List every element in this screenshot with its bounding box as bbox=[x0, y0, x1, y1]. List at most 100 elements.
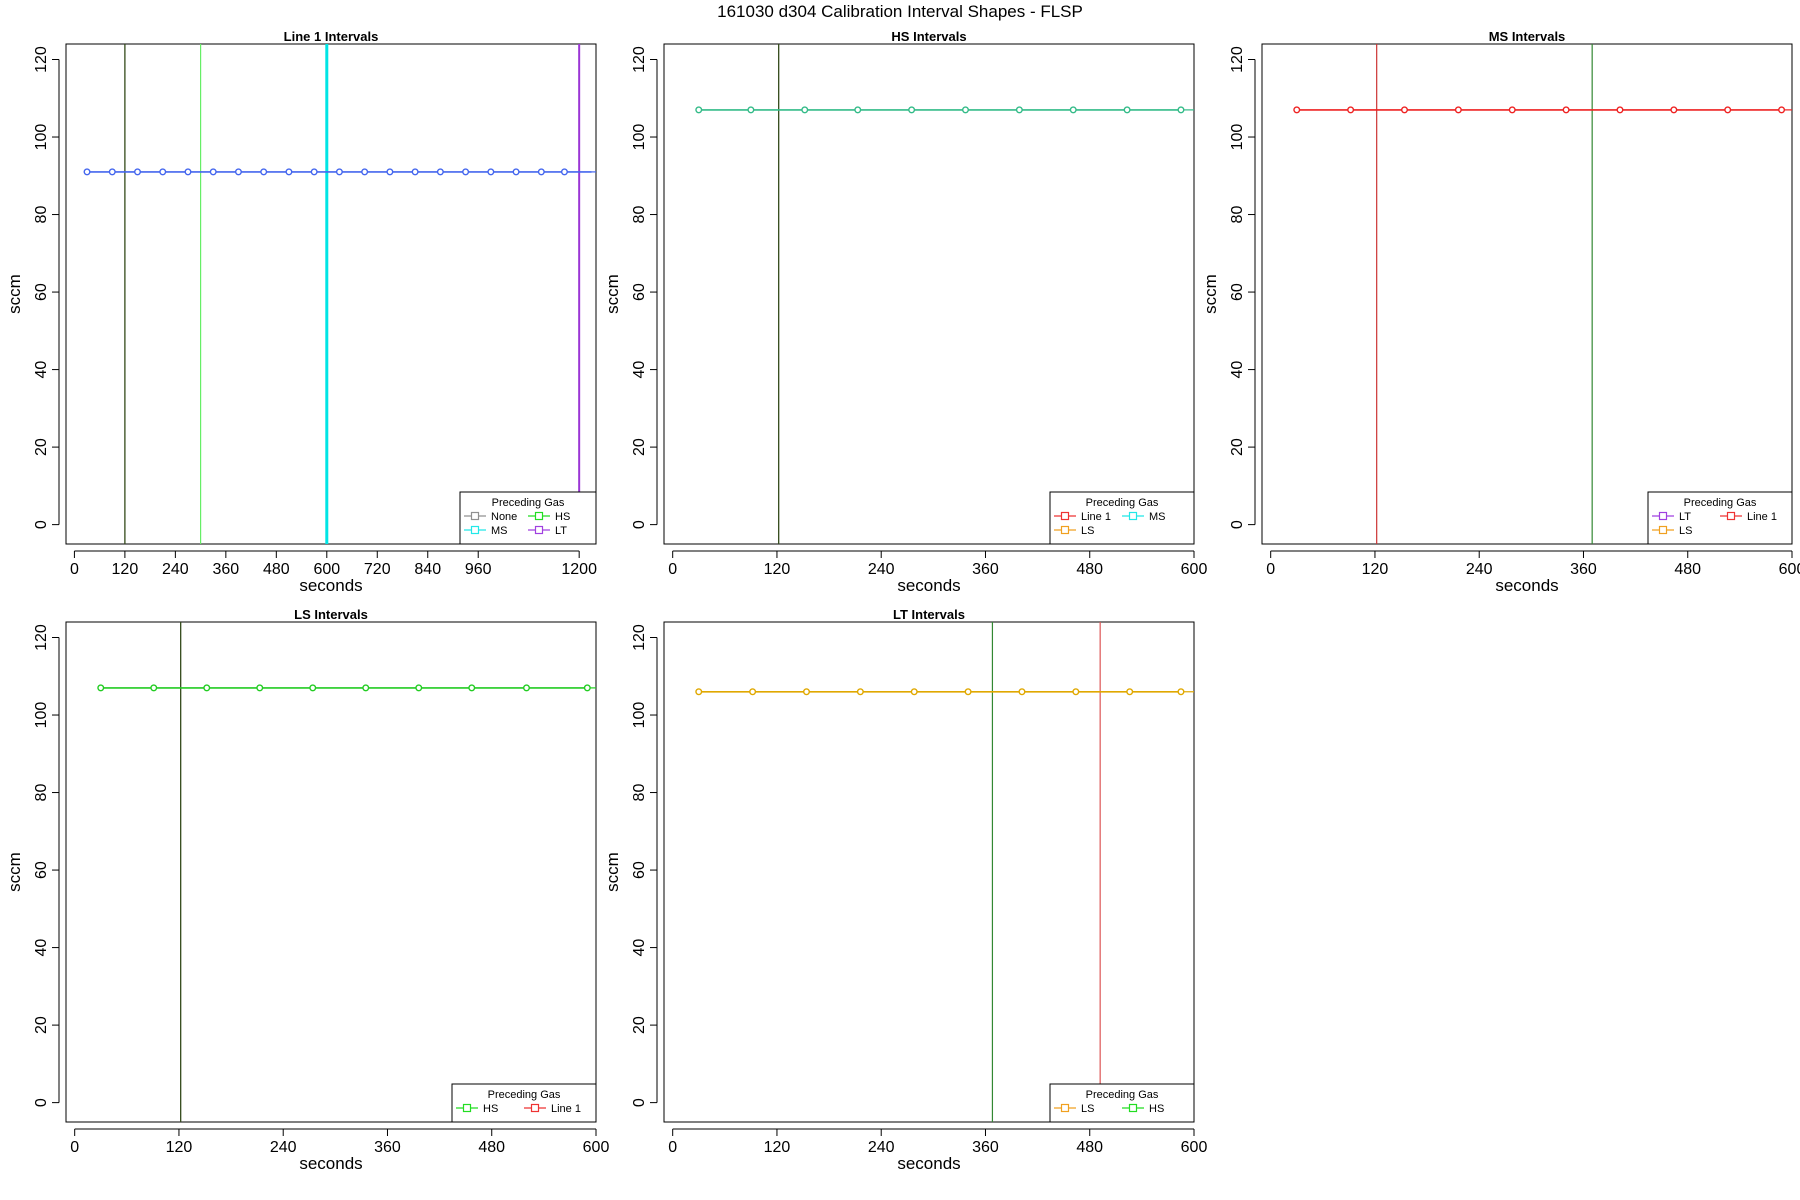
series-point bbox=[108, 168, 116, 176]
series-point bbox=[150, 684, 158, 692]
x-axis-label: seconds bbox=[1495, 576, 1558, 595]
y-tick-label: 100 bbox=[33, 702, 50, 729]
y-tick-label: 40 bbox=[33, 361, 50, 379]
x-tick-label: 960 bbox=[465, 561, 492, 578]
series-group bbox=[97, 684, 596, 692]
series-point bbox=[362, 684, 370, 692]
series-point bbox=[1562, 106, 1570, 114]
series-point bbox=[203, 684, 211, 692]
y-tick-label: 100 bbox=[631, 702, 648, 729]
series-point bbox=[1177, 106, 1185, 114]
series-point bbox=[961, 106, 969, 114]
x-axis-label: seconds bbox=[897, 576, 960, 595]
series-point bbox=[386, 168, 394, 176]
reference-lines bbox=[124, 44, 581, 544]
x-axis: 0 120 240 360 480 600 seconds bbox=[70, 1128, 610, 1173]
x-tick-label: 120 bbox=[1362, 561, 1389, 578]
x-tick-label: 480 bbox=[478, 1139, 505, 1156]
x-tick-label: 720 bbox=[364, 561, 391, 578]
y-tick-label: 80 bbox=[1229, 206, 1246, 224]
series-point bbox=[234, 168, 242, 176]
series-point bbox=[1177, 688, 1185, 696]
plot-frame bbox=[65, 621, 597, 1123]
y-axis-label: sccm bbox=[1201, 274, 1220, 314]
y-tick-label: 120 bbox=[631, 624, 648, 651]
legend-entry-label: HS bbox=[1149, 1103, 1164, 1115]
y-axis-label: sccm bbox=[603, 274, 622, 314]
panel-title: MS Intervals bbox=[1489, 29, 1566, 44]
x-axis-label: seconds bbox=[299, 1154, 362, 1173]
series-point bbox=[487, 168, 495, 176]
y-tick-label: 80 bbox=[631, 206, 648, 224]
chart-panel: LS Intervals 0 120 240 360 480 600 seconds 0 20 40… bbox=[5, 607, 609, 1173]
y-tick-label: 120 bbox=[33, 46, 50, 73]
x-tick-label: 240 bbox=[162, 561, 189, 578]
series-point bbox=[1616, 106, 1624, 114]
plot-frame bbox=[65, 43, 597, 545]
legend: Preceding Gas Line 1 MS LS bbox=[1049, 491, 1195, 545]
x-tick-label: 360 bbox=[972, 1139, 999, 1156]
y-axis-label: sccm bbox=[603, 852, 622, 892]
legend-title: Preceding Gas bbox=[492, 497, 565, 509]
chart-panel: HS Intervals 0 120 240 360 480 600 seconds 0 20 40… bbox=[603, 29, 1207, 595]
x-tick-label: 120 bbox=[112, 561, 139, 578]
legend-title: Preceding Gas bbox=[488, 1089, 561, 1101]
y-tick-label: 0 bbox=[33, 1098, 50, 1107]
legend-marker bbox=[1658, 525, 1668, 535]
y-axis-label: sccm bbox=[5, 274, 24, 314]
legend-entry-label: None bbox=[491, 511, 517, 523]
reference-lines bbox=[991, 622, 1101, 1122]
series-point bbox=[747, 106, 755, 114]
page-title: 161030 d304 Calibration Interval Shapes … bbox=[717, 2, 1083, 21]
series-point bbox=[1123, 106, 1131, 114]
series-point bbox=[361, 168, 369, 176]
legend-entry-label: HS bbox=[483, 1103, 498, 1115]
x-tick-label: 480 bbox=[263, 561, 290, 578]
plot-frame bbox=[663, 621, 1195, 1123]
legend-marker bbox=[534, 511, 544, 521]
series-point bbox=[1293, 106, 1301, 114]
y-tick-label: 0 bbox=[631, 1098, 648, 1107]
series-point bbox=[1400, 106, 1408, 114]
y-tick-label: 120 bbox=[33, 624, 50, 651]
y-tick-label: 40 bbox=[1229, 361, 1246, 379]
chart-panel: LT Intervals 0 120 240 360 480 600 seconds 0 20 40… bbox=[603, 607, 1207, 1173]
series-point bbox=[749, 688, 757, 696]
y-tick-label: 40 bbox=[631, 939, 648, 957]
legend-box bbox=[1049, 491, 1195, 545]
x-tick-label: 1200 bbox=[561, 561, 597, 578]
legend-marker bbox=[1060, 1103, 1070, 1113]
y-tick-label: 120 bbox=[631, 46, 648, 73]
series-point bbox=[1347, 106, 1355, 114]
panel-title: LT Intervals bbox=[893, 607, 965, 622]
legend: Preceding Gas LS HS bbox=[1049, 1083, 1195, 1123]
series-point bbox=[801, 106, 809, 114]
y-tick-label: 20 bbox=[1229, 438, 1246, 456]
series-point bbox=[310, 168, 318, 176]
y-axis-label: sccm bbox=[5, 852, 24, 892]
series-point bbox=[537, 168, 545, 176]
series-point bbox=[695, 688, 703, 696]
series-point bbox=[908, 106, 916, 114]
x-tick-label: 480 bbox=[1076, 1139, 1103, 1156]
y-tick-label: 40 bbox=[33, 939, 50, 957]
legend-title: Preceding Gas bbox=[1086, 1089, 1159, 1101]
y-tick-label: 40 bbox=[631, 361, 648, 379]
y-tick-label: 100 bbox=[33, 124, 50, 151]
series-point bbox=[964, 688, 972, 696]
series-point bbox=[1072, 688, 1080, 696]
x-tick-label: 120 bbox=[166, 1139, 193, 1156]
legend-entry-label: HS bbox=[555, 511, 570, 523]
series-point bbox=[856, 688, 864, 696]
x-axis: 0 120 240 360 480 600 seconds bbox=[668, 550, 1207, 595]
x-tick-label: 600 bbox=[583, 1139, 610, 1156]
series-point bbox=[512, 168, 520, 176]
y-tick-label: 120 bbox=[1229, 46, 1246, 73]
series-point bbox=[285, 168, 293, 176]
y-tick-label: 60 bbox=[1229, 283, 1246, 301]
series-point bbox=[695, 106, 703, 114]
series-point bbox=[468, 684, 476, 692]
y-axis: 0 20 40 60 80 100 120 sccm bbox=[5, 624, 60, 1107]
y-tick-label: 80 bbox=[631, 784, 648, 802]
